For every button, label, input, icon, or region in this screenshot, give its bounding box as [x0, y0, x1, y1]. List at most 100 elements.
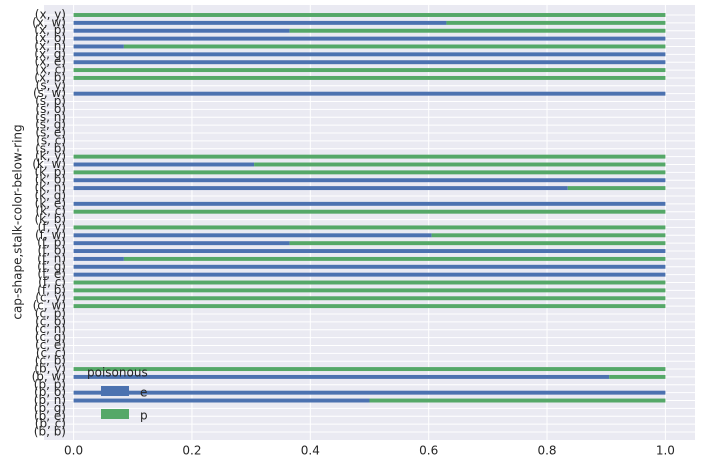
bar-segment: [254, 162, 666, 167]
y-tick-label: (s, w): [33, 86, 66, 100]
y-tick-label: (f, o): [37, 244, 66, 258]
bar-segment: [73, 280, 666, 285]
y-tick-label: (x, c): [35, 63, 66, 77]
bar-segment: [73, 13, 666, 17]
bar-segment: [73, 288, 666, 293]
y-tick-label: (x, o): [35, 31, 66, 45]
bar-segment: [73, 256, 124, 261]
bar-segment: [73, 272, 666, 277]
x-tick-label: 0.2: [182, 444, 201, 458]
y-tick-label: (k, y): [35, 149, 66, 163]
x-tick-label: 0.4: [301, 444, 320, 458]
bar-segment: [123, 44, 666, 49]
bar-segment: [123, 256, 666, 261]
y-tick-label: (k, c): [35, 204, 66, 218]
bar-segment: [289, 28, 666, 33]
y-tick-label: (s, p): [35, 94, 66, 108]
bar-segment: [73, 233, 432, 238]
bar-segment: [73, 398, 370, 403]
y-tick-label: (x, g): [34, 47, 66, 61]
bar-segment: [369, 398, 666, 403]
y-tick-label: (k, w): [32, 157, 66, 171]
x-tick-label: 0.6: [419, 444, 438, 458]
bar-segment: [73, 162, 255, 167]
y-tick-label: (f, c): [38, 275, 66, 289]
legend-label: p: [140, 409, 148, 423]
y-tick-label: (b, n): [34, 393, 66, 407]
x-tick-label: 0.0: [64, 444, 83, 458]
bar-segment: [73, 68, 666, 73]
bar-segment: [73, 374, 610, 379]
bar-segment: [73, 170, 666, 175]
y-tick-label: (s, c): [36, 133, 66, 147]
y-tick-label: (x, e): [35, 55, 66, 69]
y-tick-label: (x, p): [34, 23, 66, 37]
y-tick-label: (b, e): [34, 409, 66, 423]
bar-segment: [73, 44, 124, 49]
bar-segment: [73, 209, 666, 214]
bar-segment: [73, 178, 666, 183]
y-tick-label: (f, g): [37, 259, 66, 273]
y-tick-label: (c, g): [35, 330, 66, 344]
y-tick-label: (b, p): [34, 377, 66, 391]
y-tick-label: (k, o): [35, 173, 66, 187]
bar-segment: [609, 374, 666, 379]
y-tick-label: (f, y): [38, 220, 66, 234]
bar-segment: [446, 20, 666, 25]
legend-swatch: [101, 386, 129, 396]
y-tick-label: (x, w): [32, 15, 66, 29]
y-axis-label: cap-shape,stalk-color-below-ring: [11, 124, 25, 319]
y-tick-label: (b, c): [35, 417, 66, 431]
y-tick-label: (c, p): [35, 306, 66, 320]
bar-segment: [73, 52, 666, 57]
y-tick-label: (k, p): [34, 165, 66, 179]
bar-segment: [73, 296, 666, 301]
bar-segment: [73, 186, 568, 191]
bar-segment: [73, 241, 290, 246]
bar-segment: [73, 28, 290, 33]
bar-segment: [73, 264, 666, 269]
y-tick-label: (s, n): [35, 110, 66, 124]
y-tick-label: (f, e): [37, 267, 66, 281]
y-tick-label: (c, b): [35, 354, 66, 368]
bar-segment: [73, 36, 666, 41]
y-tick-label: (k, b): [34, 212, 66, 226]
y-tick-label: (x, y): [35, 8, 66, 22]
bar-segment: [431, 233, 666, 238]
y-tick-label: (b, y): [34, 362, 66, 376]
y-tick-label: (b, w): [32, 369, 66, 383]
legend-swatch: [101, 409, 129, 419]
bar-segment: [73, 154, 666, 159]
y-tick-label: (k, n): [34, 181, 66, 195]
legend-title: poisonous: [87, 366, 148, 380]
x-tick-label: 0.8: [537, 444, 556, 458]
y-tick-label: (s, g): [35, 118, 66, 132]
y-tick-label: (b, g): [34, 401, 66, 415]
y-tick-label: (c, y): [35, 291, 66, 305]
y-tick-label: (s, b): [35, 141, 66, 155]
bar-segment: [567, 186, 666, 191]
y-tick-label: (f, b): [37, 283, 66, 297]
y-tick-label: (c, c): [36, 346, 66, 360]
y-tick-label: (k, g): [34, 188, 66, 202]
y-tick-label: (c, o): [35, 314, 66, 328]
bar-segment: [73, 304, 666, 309]
bar-segment: [73, 60, 666, 65]
y-tick-label: (x, n): [34, 39, 66, 53]
bar-segment: [289, 241, 666, 246]
y-tick-label: (f, w): [35, 228, 66, 242]
bar-segment: [73, 249, 666, 254]
legend-label: e: [140, 386, 147, 400]
x-tick-label: 1.0: [656, 444, 675, 458]
y-tick-label: (x, b): [34, 70, 66, 84]
bar-segment: [73, 75, 666, 80]
bar-segment: [73, 390, 666, 395]
y-tick-label: (s, o): [35, 102, 66, 116]
y-tick-label: (f, p): [37, 236, 66, 250]
bar-segment: [73, 367, 666, 372]
y-tick-label: (c, w): [33, 299, 66, 313]
y-tick-label: (k, e): [35, 196, 66, 210]
bar-segment: [73, 20, 447, 25]
y-tick-label: (f, n): [37, 251, 66, 265]
